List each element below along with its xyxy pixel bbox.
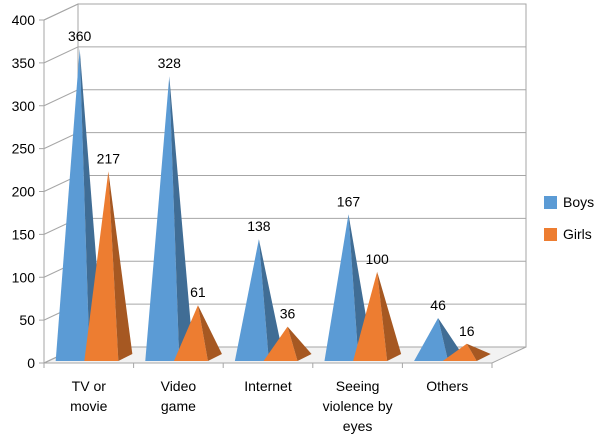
- pyramid-front-face: [414, 318, 449, 361]
- y-tick-label: 300: [12, 98, 36, 114]
- data-label: 138: [247, 218, 271, 234]
- data-label: 328: [158, 55, 182, 71]
- data-labels: 360 217 328 61 138 36 167 100 46 16: [68, 28, 475, 339]
- pyramid-girls: [442, 343, 491, 361]
- data-label: 46: [430, 297, 446, 313]
- data-label: 167: [337, 193, 361, 209]
- data-label: 100: [365, 251, 389, 267]
- grid-line: [43, 3, 526, 21]
- pyramid-boys: [234, 239, 283, 361]
- legend-item-boys: Boys: [544, 194, 594, 210]
- x-tick-label: Internet: [244, 378, 292, 394]
- y-axis-ticks: 0 50 100 150 200 250 300 350 400: [12, 12, 36, 371]
- pyramid-side-face: [466, 343, 491, 361]
- y-tick-label: 250: [12, 141, 36, 157]
- y-tick-label: 200: [12, 184, 36, 200]
- pyramid-side-face: [108, 171, 133, 361]
- data-label: 217: [97, 150, 121, 166]
- pyramid-boys: [414, 318, 463, 361]
- legend-swatch-boys: [544, 195, 557, 209]
- pyramid-front-face: [173, 305, 208, 361]
- pyramid-girls: [353, 271, 402, 361]
- grid-line: [43, 46, 526, 64]
- pyramid-front-face: [234, 239, 269, 361]
- pyramid-boys: [145, 76, 194, 362]
- pyramid-front-face: [84, 171, 119, 361]
- x-tick-label: Seeing violence by eyes: [323, 378, 393, 434]
- pyramid-side-face: [377, 271, 402, 361]
- pyramid-front-face: [324, 214, 359, 361]
- pyramid-front-face: [145, 76, 180, 362]
- pyramid-front-face: [442, 343, 477, 361]
- pyramid-girls: [173, 305, 222, 361]
- pyramid-girls: [84, 171, 133, 361]
- data-label: 36: [280, 306, 296, 322]
- x-tick-label: Video game: [161, 378, 197, 414]
- data-label: 16: [459, 323, 475, 339]
- data-label: 61: [190, 284, 206, 300]
- data-label: 360: [68, 28, 92, 44]
- x-axis-ticks: TV or movie Video game Internet Seeing violenc…: [43, 363, 493, 434]
- pyramid-side-face: [197, 305, 222, 361]
- pyramid-side-face: [438, 318, 463, 361]
- pyramid-front-face: [55, 48, 90, 362]
- pyramid-side-face: [258, 239, 283, 361]
- y-tick-label: 150: [12, 226, 36, 242]
- legend-item-girls: Girls: [544, 226, 592, 242]
- pyramid-front-face: [353, 271, 388, 361]
- y-tick-label: 0: [27, 355, 35, 371]
- pyramid-side-face: [169, 76, 194, 362]
- legend-label-girls: Girls: [563, 226, 592, 242]
- chart-marks: [55, 48, 491, 362]
- pyramid-side-face: [287, 326, 312, 361]
- x-tick-label: Others: [426, 378, 468, 394]
- x-tick-label: TV or movie: [70, 378, 108, 414]
- pyramid-girls: [263, 326, 312, 361]
- pyramid-front-face: [263, 326, 298, 361]
- legend-label-boys: Boys: [563, 194, 595, 210]
- y-tick-label: 100: [12, 269, 36, 285]
- y-tick-label: 400: [12, 12, 36, 28]
- legend-swatch-girls: [544, 227, 557, 241]
- y-tick-label: 50: [19, 312, 35, 328]
- y-tick-label: 350: [12, 55, 36, 71]
